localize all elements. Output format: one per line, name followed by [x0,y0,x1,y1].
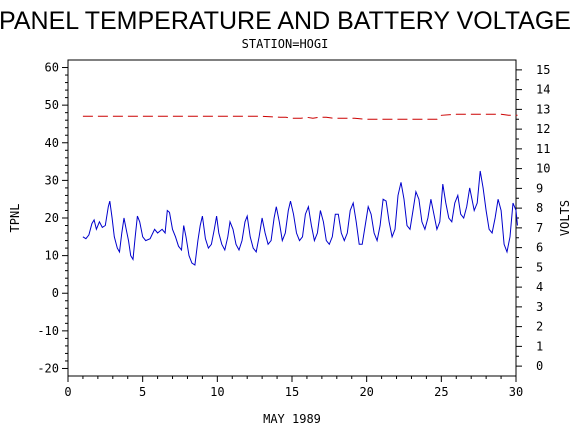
y-right-tick-label: 5 [536,260,543,274]
y-right-tick-label: 11 [536,142,550,156]
y-left-tick-label: 40 [45,136,59,150]
y-axis-left: -20 -10 0 10 20 30 40 50 60 [37,61,68,375]
y-right-tick-label: 9 [536,181,543,195]
x-tick-label: 5 [139,385,146,399]
x-tick-label: 25 [434,385,448,399]
y-right-tick-label: 3 [536,300,543,314]
y-right-tick-label: 14 [536,83,550,97]
y-right-tick-label: 1 [536,339,543,353]
y-right-tick-label: 4 [536,280,543,294]
y-left-tick-label: 0 [52,286,59,300]
y-right-tick-label: 8 [536,201,543,215]
y-right-tick-label: 12 [536,122,550,136]
y-right-tick-label: 10 [536,162,550,176]
y-right-tick-label: 13 [536,102,550,116]
chart-title: PANEL TEMPERATURE AND BATTERY VOLTAGE [0,7,570,35]
y-left-tick-label: -10 [37,324,59,338]
y-right-tick-label: 0 [536,359,543,373]
y-right-tick-label: 7 [536,221,543,235]
chart-subtitle: STATION=HOGI [242,37,329,51]
y-left-tick-label: 30 [45,173,59,187]
series-layer [82,113,518,266]
panel-temperature-line [82,170,518,266]
y-right-tick-label: 6 [536,241,543,255]
battery-voltage-line [82,113,518,120]
y-left-tick-label: -20 [37,361,59,375]
y-right-tick-label: 2 [536,320,543,334]
y-left-tick-label: 20 [45,211,59,225]
y-axis-left-label: TPNL [8,204,22,233]
y-left-tick-label: 60 [45,61,59,75]
x-tick-label: 20 [359,385,373,399]
y-left-tick-label: 10 [45,249,59,263]
x-tick-label: 10 [210,385,224,399]
y-right-tick-label: 15 [536,63,550,77]
x-axis-label: MAY 1989 [263,412,321,426]
x-tick-label: 0 [64,385,71,399]
y-left-tick-label: 50 [45,98,59,112]
y-axis-right-label: VOLTS [558,200,570,236]
x-tick-label: 30 [509,385,523,399]
x-tick-label: 15 [285,385,299,399]
x-axis: 0 5 10 15 20 25 30 [64,376,523,399]
